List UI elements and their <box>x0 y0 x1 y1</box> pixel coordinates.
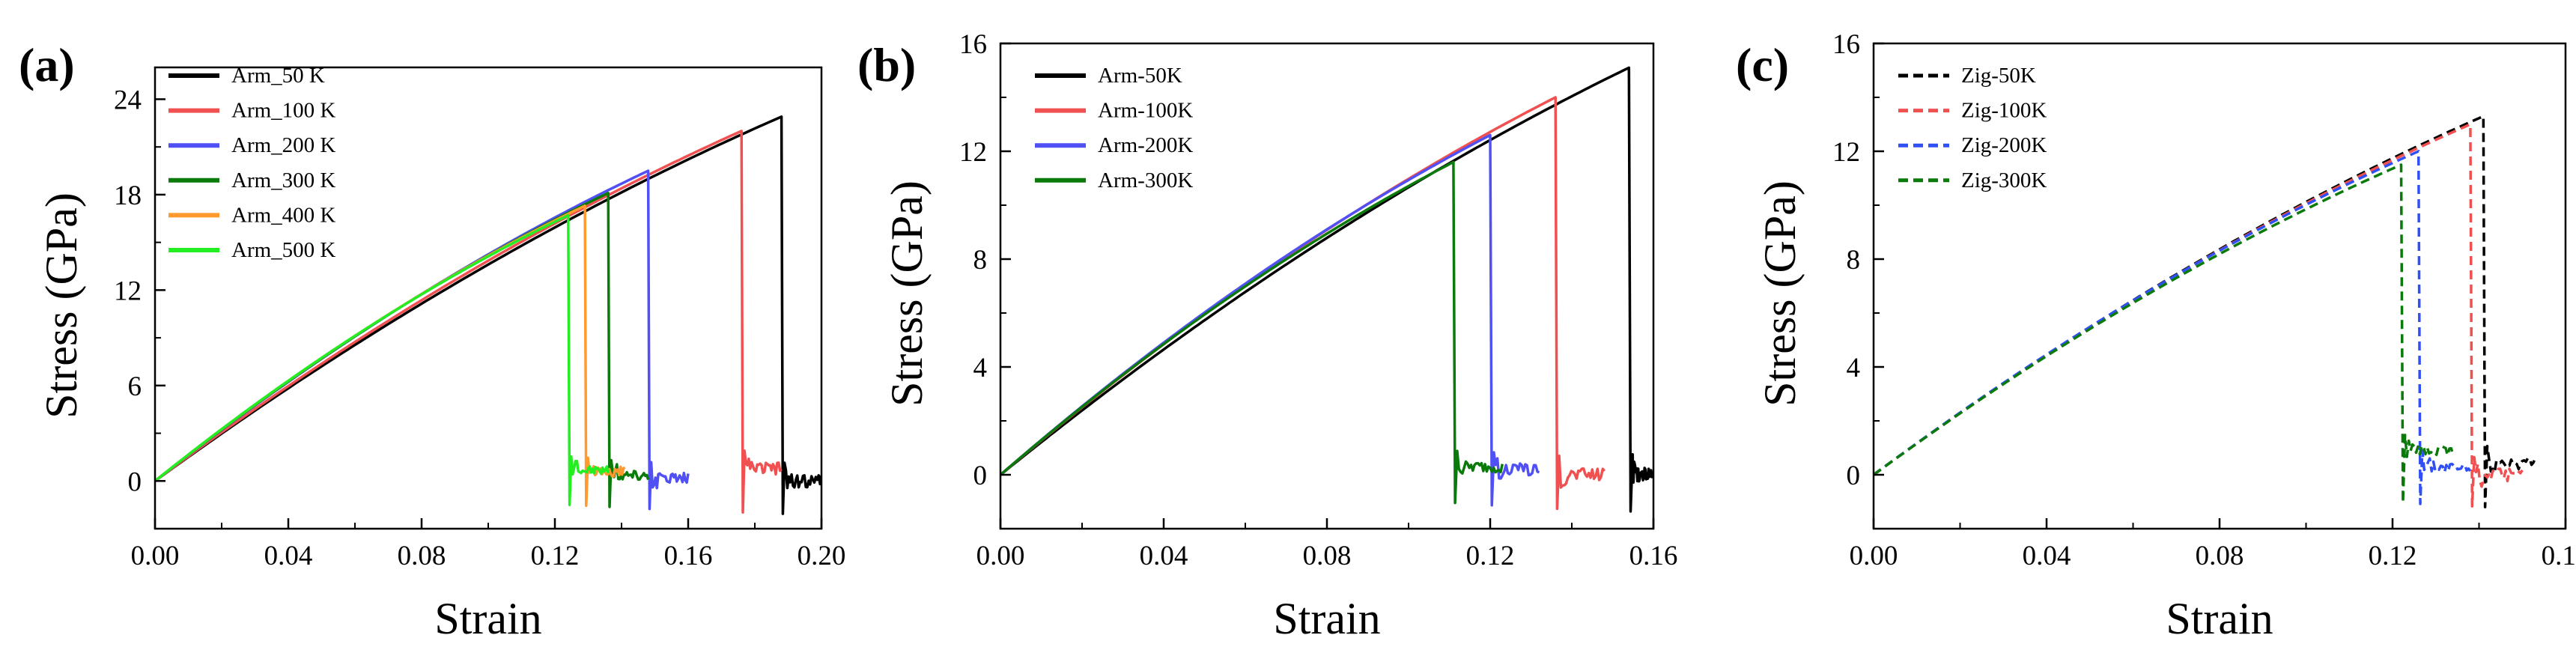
panel-a-series-line-5 <box>155 213 610 506</box>
panel-a-legend-label-4: Arm_400 K <box>231 203 335 227</box>
panel-c-legend-label-2: Zig-200K <box>1961 133 2047 157</box>
panel-c-series-line-3 <box>1874 163 2455 505</box>
panel-b: 0.00 0.04 0.08 0.12 0.16 0 4 8 12 16 Strain Stress … <box>857 29 1677 643</box>
panel-a-series-line-0 <box>155 115 821 515</box>
panel-a-ytick-label-0: 0 <box>128 467 142 497</box>
panel-b-xtick-label-0: 0.00 <box>976 541 1025 571</box>
panel-a-legend-label-1: Arm_100 K <box>231 99 335 123</box>
panel-b-ytick-label-0: 0 <box>973 461 988 491</box>
panel-a-series-line-4 <box>155 204 626 508</box>
panel-c-xtick-label-0: 0.00 <box>1850 541 1898 571</box>
panel-a-y-axis-title: Stress (GPa) <box>37 192 86 419</box>
panel-c-xtick-label-3: 0.12 <box>2369 541 2417 571</box>
panel-b-legend-label-0: Arm-50K <box>1098 64 1182 88</box>
panel-b-series-line-0 <box>1000 66 1653 513</box>
panel-a-series-line-3 <box>155 192 650 508</box>
panel-b-xtick-label-3: 0.12 <box>1466 541 1515 571</box>
panel-b-xtick-label-1: 0.04 <box>1140 541 1188 571</box>
panel-c-series-group <box>1874 115 2537 508</box>
panel-c-ytick-label-4: 16 <box>1832 29 1860 60</box>
panel-b-ytick-label-2: 8 <box>973 245 988 276</box>
panel-b-ytick-label-3: 12 <box>959 137 987 168</box>
panel-a-xtick-label-1: 0.04 <box>264 541 313 571</box>
panel-c-xtick-label-4: 0.16 <box>2542 541 2576 571</box>
panel-c-y-axis-title: Stress (GPa) <box>1755 180 1805 407</box>
panel-b-xtick-label-4: 0.16 <box>1629 541 1678 571</box>
panel-b-legend: Arm-50K Arm-100K Arm-200K Arm-300K <box>1035 64 1193 192</box>
panel-b-ytick-label-1: 4 <box>973 353 988 383</box>
panel-b-label: (b) <box>857 38 916 91</box>
panel-b-ytick-label-4: 16 <box>959 29 987 60</box>
panel-a-series-line-1 <box>155 130 783 514</box>
panel-b-series-line-3 <box>1000 160 1504 505</box>
panel-a-xtick-label-3: 0.12 <box>531 541 580 571</box>
panel-b-xtick-label-2: 0.08 <box>1303 541 1352 571</box>
panel-c-x-axis-title: Strain <box>2166 594 2273 643</box>
panel-a-legend-label-5: Arm_500 K <box>231 238 335 262</box>
panel-b-legend-label-1: Arm-100K <box>1098 99 1193 123</box>
panel-a-ytick-label-2: 12 <box>114 276 142 306</box>
panel-b-x-axis-title: Strain <box>1273 594 1380 643</box>
panel-c-legend: Zig-50K Zig-100K Zig-200K Zig-300K <box>1898 64 2047 192</box>
panel-a-ytick-label-1: 6 <box>128 371 142 402</box>
panel-a-legend-label-2: Arm_200 K <box>231 133 335 157</box>
panel-c: 0.00 0.04 0.08 0.12 0.16 0 4 8 12 16 Strain Stress … <box>1736 29 2576 643</box>
panel-a-ytick-label-3: 18 <box>114 180 142 211</box>
panel-c-label: (c) <box>1736 38 1789 91</box>
panel-a-legend-label-0: Arm_50 K <box>231 64 325 88</box>
panel-b-legend-label-2: Arm-200K <box>1098 133 1193 157</box>
panel-b-series-group <box>1000 66 1653 513</box>
panel-b-y-axis-title: Stress (GPa) <box>882 180 932 407</box>
panel-c-legend-label-1: Zig-100K <box>1961 99 2047 123</box>
panel-a-xtick-label-4: 0.16 <box>664 541 713 571</box>
panel-c-ytick-label-2: 8 <box>1847 245 1861 276</box>
panel-a-series-group <box>155 115 821 515</box>
panel-a-xtick-label-5: 0.20 <box>798 541 846 571</box>
panel-c-ytick-label-3: 12 <box>1832 137 1860 168</box>
panel-a-x-axis-title: Strain <box>434 594 541 643</box>
panel-a-legend: Arm_50 K Arm_100 K Arm_200 K Arm_300 K Arm_4… <box>168 64 335 262</box>
panel-b-legend-label-3: Arm-300K <box>1098 168 1193 192</box>
panel-c-legend-label-3: Zig-300K <box>1961 168 2047 192</box>
panel-c-series-line-2 <box>1874 150 2472 505</box>
panel-a-legend-label-3: Arm_300 K <box>231 168 335 192</box>
panel-c-ytick-label-0: 0 <box>1847 461 1861 491</box>
panel-c-ytick-label-1: 4 <box>1847 353 1861 383</box>
panel-a: 0.00 0.04 0.08 0.12 0.16 0.20 0 6 12 18 24 Strain St… <box>19 38 845 643</box>
panel-a-xtick-label-2: 0.08 <box>398 541 446 571</box>
panel-a-label: (a) <box>19 38 75 91</box>
panel-a-ytick-label-4: 24 <box>114 85 142 115</box>
panel-c-legend-label-0: Zig-50K <box>1961 64 2036 88</box>
panel-b-series-line-1 <box>1000 96 1606 511</box>
panel-b-series-line-2 <box>1000 133 1540 507</box>
panel-c-xtick-label-2: 0.08 <box>2196 541 2244 571</box>
panel-c-xtick-label-1: 0.04 <box>2023 541 2071 571</box>
panel-a-xtick-label-0: 0.00 <box>131 541 180 571</box>
